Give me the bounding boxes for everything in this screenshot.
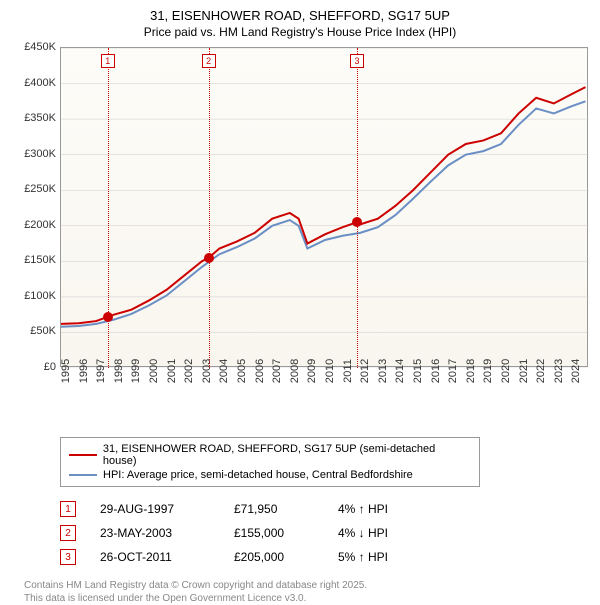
y-axis-label: £250K (24, 183, 56, 195)
x-axis-label: 2010 (324, 359, 336, 383)
event-delta: 4% ↓ HPI (338, 526, 418, 540)
event-row: 3 26-OCT-2011 £205,000 5% ↑ HPI (60, 545, 588, 569)
event-row: 1 29-AUG-1997 £71,950 4% ↑ HPI (60, 497, 588, 521)
event-price: £205,000 (234, 550, 314, 564)
event-table: 1 29-AUG-1997 £71,950 4% ↑ HPI2 23-MAY-2… (60, 497, 588, 569)
x-axis-label: 2017 (447, 359, 459, 383)
event-date: 29-AUG-1997 (100, 502, 210, 516)
x-axis-label: 2024 (570, 359, 582, 383)
y-axis-label: £300K (24, 148, 56, 160)
event-number: 1 (60, 501, 76, 517)
event-marker: 2 (202, 54, 216, 68)
y-axis-label: £100K (24, 290, 56, 302)
x-axis-label: 2000 (148, 359, 160, 383)
legend-label: HPI: Average price, semi-detached house,… (103, 469, 413, 481)
event-vline (209, 48, 210, 368)
event-delta: 5% ↑ HPI (338, 550, 418, 564)
legend-label: 31, EISENHOWER ROAD, SHEFFORD, SG17 5UP … (103, 443, 471, 467)
event-date: 23-MAY-2003 (100, 526, 210, 540)
event-dot (352, 217, 362, 227)
footer-line1: Contains HM Land Registry data © Crown c… (24, 579, 588, 592)
legend-swatch (69, 474, 97, 477)
y-axis-label: £200K (24, 219, 56, 231)
x-axis-label: 2015 (412, 359, 424, 383)
legend-item: HPI: Average price, semi-detached house,… (69, 468, 471, 482)
y-axis-label: £150K (24, 254, 56, 266)
event-delta: 4% ↑ HPI (338, 502, 418, 516)
x-axis-label: 2001 (166, 359, 178, 383)
x-axis-label: 2023 (553, 359, 565, 383)
x-axis-label: 2009 (306, 359, 318, 383)
x-axis-label: 2002 (183, 359, 195, 383)
event-vline (357, 48, 358, 368)
event-marker: 1 (101, 54, 115, 68)
x-axis-label: 2007 (271, 359, 283, 383)
x-axis-label: 1995 (60, 359, 72, 383)
x-axis-label: 2003 (201, 359, 213, 383)
x-axis-label: 2013 (377, 359, 389, 383)
chart-title: 31, EISENHOWER ROAD, SHEFFORD, SG17 5UP (12, 8, 588, 23)
x-axis-label: 1996 (78, 359, 90, 383)
legend-item: 31, EISENHOWER ROAD, SHEFFORD, SG17 5UP … (69, 442, 471, 468)
y-axis-label: £450K (24, 41, 56, 53)
legend-swatch (69, 454, 97, 457)
legend: 31, EISENHOWER ROAD, SHEFFORD, SG17 5UP … (60, 437, 480, 487)
event-dot (103, 312, 113, 322)
y-axis-label: £400K (24, 77, 56, 89)
x-axis-label: 2011 (342, 359, 354, 383)
event-marker: 3 (350, 54, 364, 68)
chart-subtitle: Price paid vs. HM Land Registry's House … (12, 25, 588, 39)
x-axis-label: 2005 (236, 359, 248, 383)
x-axis-label: 2019 (482, 359, 494, 383)
x-axis-label: 1998 (113, 359, 125, 383)
footer-line2: This data is licensed under the Open Gov… (24, 592, 588, 605)
chart-area: £0 £50K £100K £150K £200K £250K £300K £350K £400… (12, 47, 588, 397)
y-axis-label: £50K (30, 325, 56, 337)
event-date: 26-OCT-2011 (100, 550, 210, 564)
x-axis-label: 2008 (289, 359, 301, 383)
event-dot (204, 253, 214, 263)
plot: 1 2 3 (60, 47, 588, 367)
x-axis-label: 2016 (430, 359, 442, 383)
event-number: 2 (60, 525, 76, 541)
x-axis-label: 2004 (218, 359, 230, 383)
x-axis-label: 2012 (359, 359, 371, 383)
x-axis-label: 2018 (465, 359, 477, 383)
x-axis-label: 1999 (130, 359, 142, 383)
y-axis-label: £0 (44, 361, 56, 373)
x-axis-label: 2006 (254, 359, 266, 383)
event-price: £155,000 (234, 526, 314, 540)
x-axis-label: 2014 (394, 359, 406, 383)
footer: Contains HM Land Registry data © Crown c… (24, 579, 588, 605)
event-row: 2 23-MAY-2003 £155,000 4% ↓ HPI (60, 521, 588, 545)
x-axis-label: 2022 (535, 359, 547, 383)
event-number: 3 (60, 549, 76, 565)
x-axis-label: 2020 (500, 359, 512, 383)
y-axis-label: £350K (24, 112, 56, 124)
event-price: £71,950 (234, 502, 314, 516)
x-axis-label: 1997 (95, 359, 107, 383)
x-axis-label: 2021 (518, 359, 530, 383)
